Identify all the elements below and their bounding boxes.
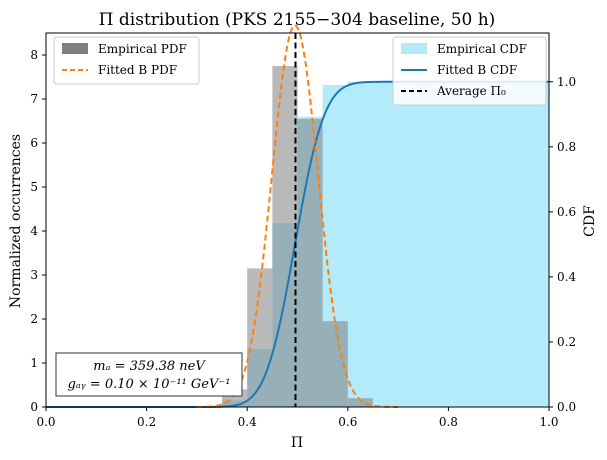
legend-left-frame bbox=[53, 36, 200, 85]
legend-left: Empirical PDF Fitted B PDF bbox=[53, 36, 200, 85]
y-left-tick-label: 5 bbox=[30, 180, 38, 194]
y-axis-label-left: Normalized occurrences bbox=[8, 134, 24, 308]
y-left-tick-label: 6 bbox=[30, 136, 38, 150]
legend-average-pi0-label: Average Π₀ bbox=[436, 84, 506, 98]
histogram-bar bbox=[272, 66, 298, 407]
histogram-bar bbox=[347, 398, 373, 407]
legend-right-frame bbox=[392, 36, 547, 106]
annotation-axion-mass: mₐ = 359.38 neV bbox=[93, 359, 206, 374]
y-right-tick-label: 1.0 bbox=[557, 75, 576, 89]
y-left-tick-label: 2 bbox=[30, 312, 38, 326]
y-left-tick-label: 4 bbox=[30, 224, 38, 238]
x-tick-label: 1.0 bbox=[539, 415, 558, 429]
x-tick-label: 0.2 bbox=[137, 415, 156, 429]
fitted-pdf-curve bbox=[196, 24, 399, 408]
legend-fitted-cdf-label: Fitted B CDF bbox=[437, 63, 517, 77]
y-axis-label-right: CDF bbox=[582, 205, 598, 237]
legend-empirical-pdf-swatch bbox=[62, 43, 88, 54]
legend-empirical-pdf-label: Empirical PDF bbox=[98, 42, 187, 56]
x-tick-label: 0.8 bbox=[439, 415, 458, 429]
y-left-tick-label: 0 bbox=[30, 400, 38, 414]
y-left-tick-label: 8 bbox=[30, 48, 38, 62]
legend-fitted-pdf-label: Fitted B PDF bbox=[98, 63, 177, 77]
annotation-coupling: gₐᵧ = 0.10 × 10⁻¹¹ GeV⁻¹ bbox=[68, 377, 231, 392]
y-left-tick-label: 1 bbox=[30, 356, 38, 370]
legend-empirical-cdf-swatch bbox=[401, 43, 427, 54]
legend-right: Empirical CDF Fitted B CDF Average Π₀ bbox=[392, 36, 547, 106]
y-right-tick-label: 0.0 bbox=[557, 400, 576, 414]
chart-title: Π distribution (PKS 2155−304 baseline, 5… bbox=[99, 10, 496, 30]
axes-frame bbox=[45, 32, 550, 408]
y-right-tick-label: 0.6 bbox=[557, 205, 576, 219]
annotation-frame bbox=[55, 352, 243, 397]
y-right-tick-label: 0.4 bbox=[557, 270, 576, 284]
y-right-tick-label: 0.8 bbox=[557, 140, 576, 154]
y-left-tick-label: 3 bbox=[30, 268, 38, 282]
x-axis-label: Π bbox=[291, 435, 303, 451]
parameter-annotation: mₐ = 359.38 neV gₐᵧ = 0.10 × 10⁻¹¹ GeV⁻¹ bbox=[55, 352, 243, 397]
x-tick-label: 0.6 bbox=[338, 415, 357, 429]
plot-area: 0.0 0.2 0.4 0.6 0.8 1.0 0 1 2 3 4 5 6 7 8 0.0 0.2 0.4 0.6 0… bbox=[30, 24, 576, 429]
x-tick-label: 0.0 bbox=[36, 415, 55, 429]
y-right-tick-label: 0.2 bbox=[557, 335, 576, 349]
y-left-tick-label: 7 bbox=[30, 92, 38, 106]
x-tick-label: 0.4 bbox=[238, 415, 257, 429]
legend-empirical-cdf-label: Empirical CDF bbox=[437, 42, 527, 56]
